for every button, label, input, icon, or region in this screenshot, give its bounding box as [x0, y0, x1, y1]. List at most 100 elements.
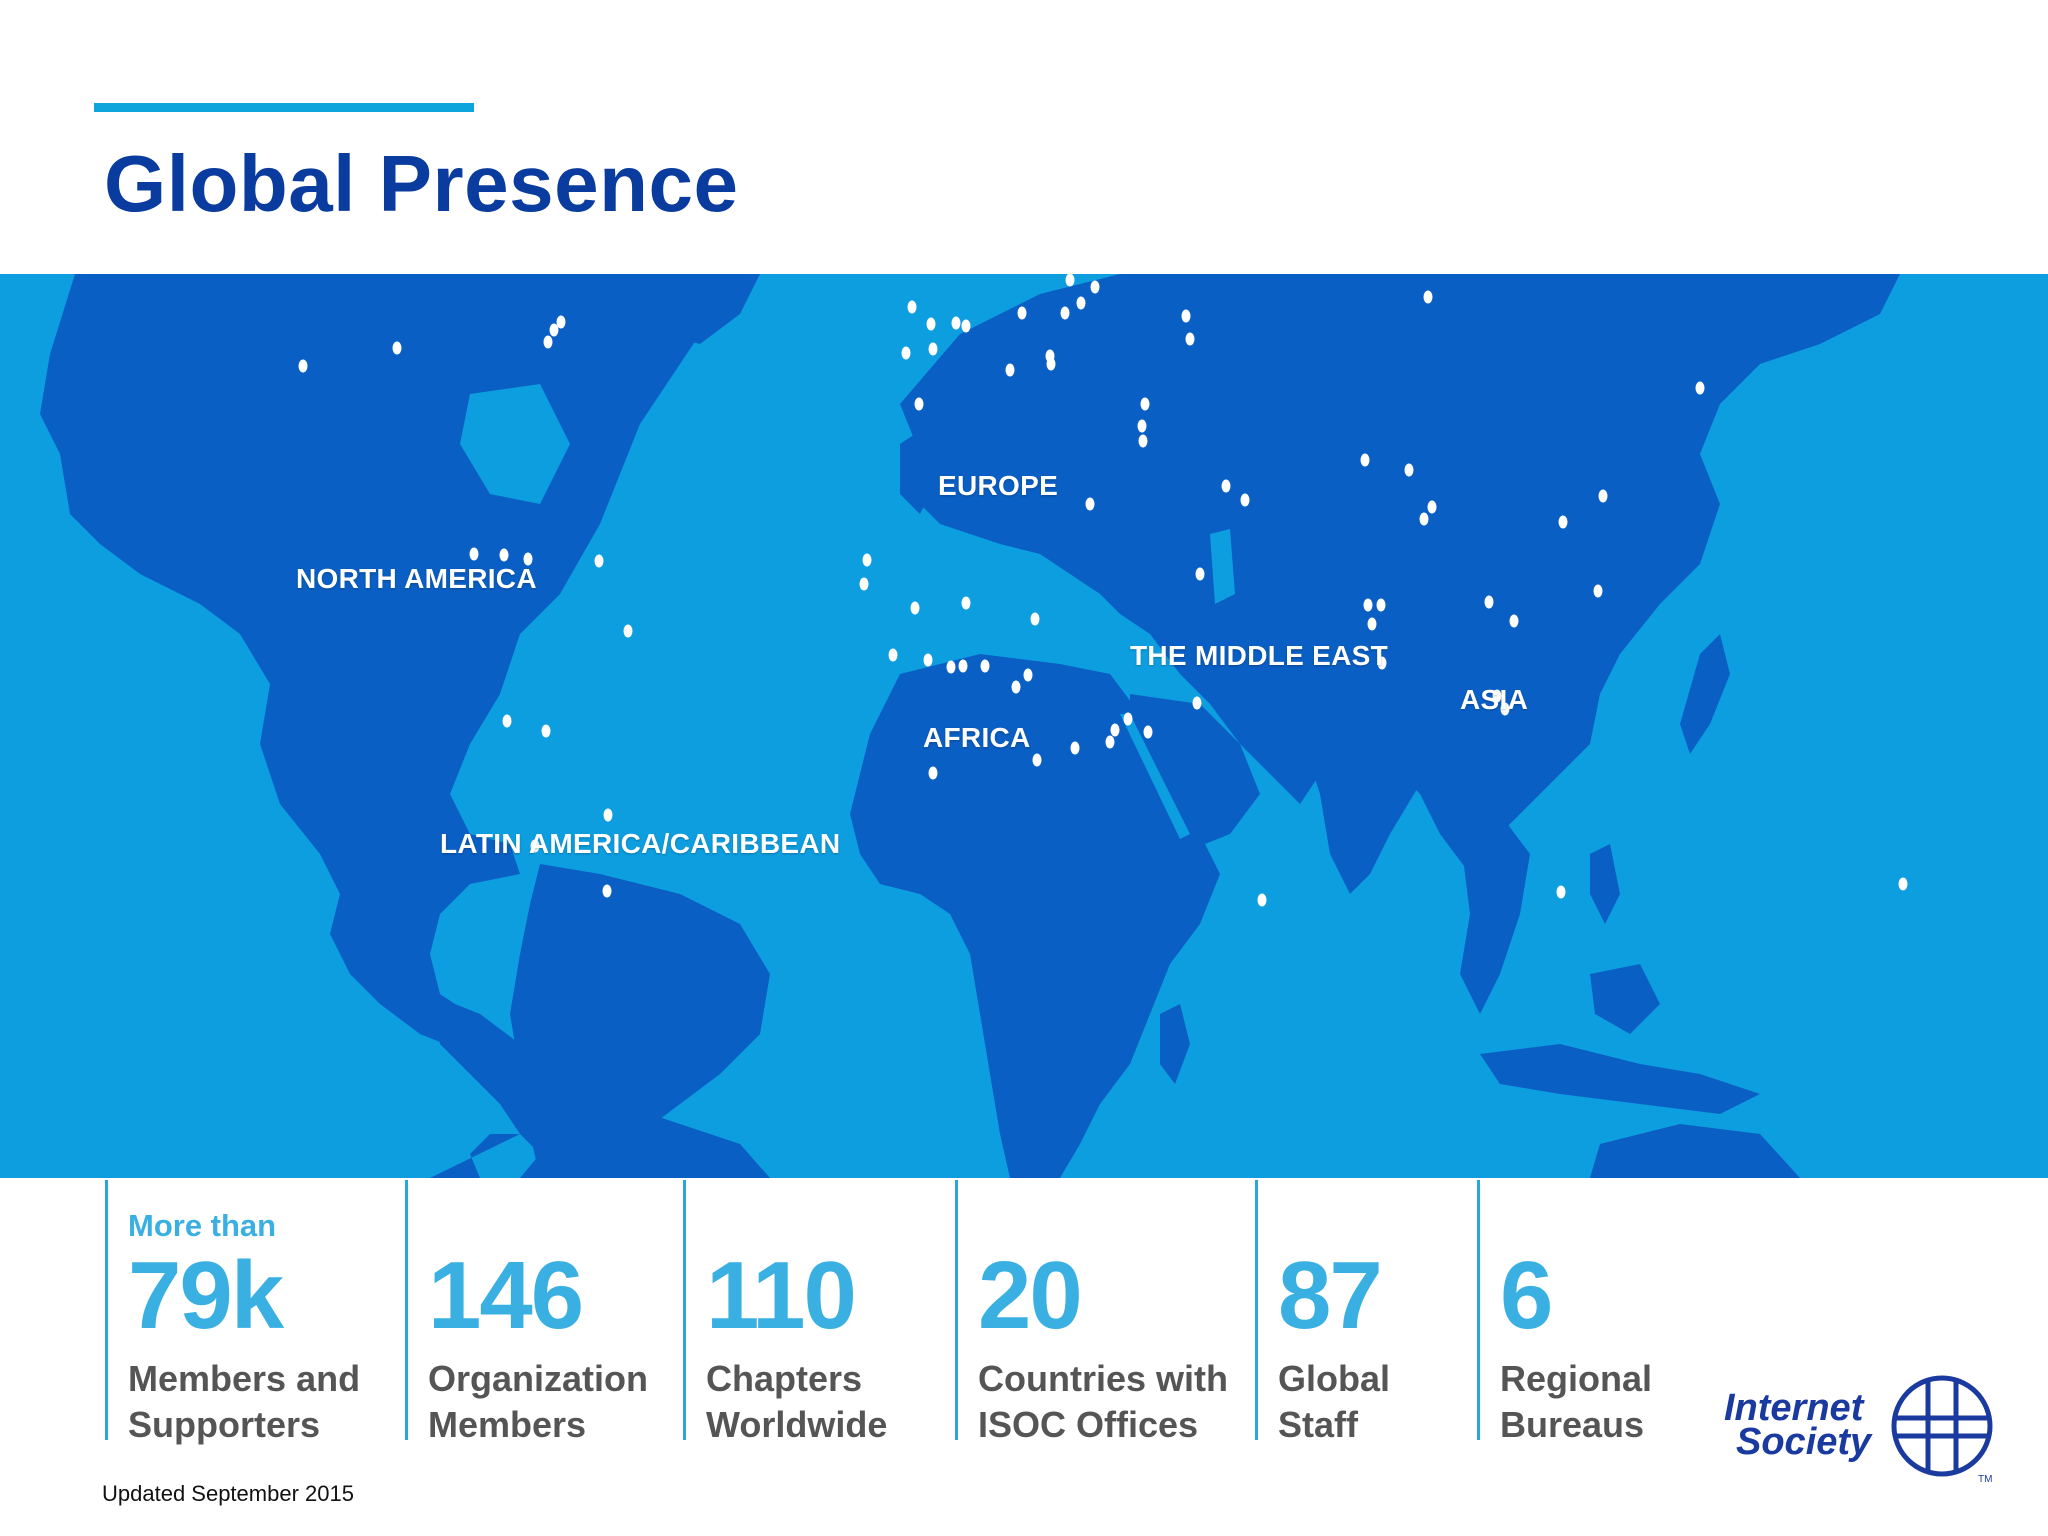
region-label-latin-america: LATIN AMERICA/CARIBBEAN: [440, 828, 841, 859]
chapter-location-dot: [1556, 885, 1566, 899]
chapter-location-dot: [543, 335, 553, 349]
globe-icon: [1891, 1375, 1993, 1477]
chapter-location-dot: [1695, 381, 1705, 395]
world-map-graphic: [40, 274, 1908, 1178]
chapter-location-dot: [1023, 668, 1033, 682]
chapter-location-dot: [1376, 598, 1386, 612]
chapter-location-dot: [928, 766, 938, 780]
chapter-location-dot: [907, 300, 917, 314]
stat-label-line-2: Supporters: [128, 1404, 321, 1445]
landmass-australia: [1590, 1124, 1800, 1178]
landmass-greenland: [620, 274, 760, 344]
chapter-location-dot: [1195, 567, 1205, 581]
stat-label-line-1: Chapters: [706, 1358, 863, 1399]
stat-prefix: [1278, 1208, 1390, 1244]
chapter-location-dot: [469, 547, 479, 561]
region-label-north-america: NORTH AMERICA: [296, 563, 537, 594]
stat-value: 79k: [128, 1242, 284, 1349]
chapter-location-dot: [958, 659, 968, 673]
stat-prefix: [978, 1208, 1228, 1244]
chapter-location-dot: [1598, 489, 1608, 503]
world-map: NORTH AMERICA EUROPE THE MIDDLE EAST ASI…: [0, 274, 2048, 1178]
chapter-location-dot: [961, 596, 971, 610]
hudson-bay: [460, 384, 570, 504]
chapter-location-dot: [1030, 612, 1040, 626]
inland-waters: [460, 384, 1235, 839]
region-label-europe: EUROPE: [938, 470, 1059, 501]
title-accent-bar: [94, 103, 474, 112]
mediterranean-sea: [930, 594, 1110, 654]
chapter-location-dot: [923, 653, 933, 667]
chapter-location-dot: [1404, 463, 1414, 477]
stat-label-line-1: Countries with: [978, 1358, 1228, 1399]
stat-label-line-2: Worldwide: [706, 1404, 888, 1445]
chapter-location-dot: [1185, 332, 1195, 346]
updated-date: Updated September 2015: [102, 1481, 354, 1506]
chapter-location-dot: [1060, 306, 1070, 320]
chapter-location-dot: [603, 808, 613, 822]
landmass-japan: [1680, 634, 1730, 754]
trademark-mark: TM: [1978, 1474, 1992, 1485]
landmass-india: [1300, 664, 1440, 894]
stat-prefix: [1500, 1208, 1652, 1244]
chapter-location-dot: [1509, 614, 1519, 628]
chapter-location-dot: [549, 323, 559, 337]
stat-members: More than 79k Members and Supporters: [105, 1180, 360, 1445]
stat-label-line-1: Global: [1278, 1358, 1391, 1399]
stat-label-line-2: Bureaus: [1500, 1404, 1645, 1445]
chapter-location-dot: [928, 342, 938, 356]
chapter-location-dot: [1423, 290, 1433, 304]
chapter-location-dot: [594, 554, 604, 568]
stat-prefix: More than: [128, 1208, 277, 1243]
chapter-location-dot: [623, 624, 633, 638]
stat-label: Global Staff: [1278, 1356, 1390, 1448]
stat-countries-offices: 20 Countries with ISOC Offices: [955, 1180, 1228, 1445]
stat-regional-bureaus: 6 Regional Bureaus: [1477, 1180, 1652, 1445]
chapter-location-dot: [530, 839, 540, 853]
chapter-location-dot: [1221, 479, 1231, 493]
chapter-location-dot: [1123, 712, 1133, 726]
stat-chapters: 110 Chapters Worldwide: [683, 1180, 887, 1445]
chapter-location-dot: [602, 884, 612, 898]
chapter-location-dot: [1105, 735, 1115, 749]
landmass-africa: [850, 654, 1220, 1178]
chapter-location-dot: [1076, 296, 1086, 310]
stat-value: 146: [428, 1242, 584, 1349]
chapter-location-dot: [1500, 702, 1510, 716]
landmass-borneo: [1590, 964, 1660, 1034]
internet-society-logo: Internet Society TM: [1724, 1375, 1993, 1485]
chapter-location-dot: [1140, 397, 1150, 411]
chapter-location-dot: [392, 341, 402, 355]
chapter-location-dot: [1143, 725, 1153, 739]
chapter-location-dot: [1070, 741, 1080, 755]
landmass-uk: [900, 424, 940, 514]
chapter-location-dot: [961, 319, 971, 333]
chapter-location-dot: [541, 724, 551, 738]
stat-label: Members and Supporters: [128, 1356, 360, 1448]
stat-value: 20: [978, 1242, 1083, 1349]
chapter-location-dot: [1192, 696, 1202, 710]
chapter-location-dot: [910, 601, 920, 615]
chapter-location-dot: [1065, 274, 1075, 287]
stat-prefix: [706, 1208, 887, 1244]
landmass-south-america-body: [510, 864, 770, 1178]
chapter-location-dot: [523, 552, 533, 566]
stat-label: Chapters Worldwide: [706, 1356, 887, 1448]
region-label-asia: ASIA: [1460, 684, 1529, 715]
chapter-location-dot: [1898, 877, 1908, 891]
continents: [40, 274, 1900, 1178]
chapter-location-dot: [1017, 306, 1027, 320]
chapter-location-dot: [1110, 723, 1120, 737]
chapter-location-dot: [1181, 309, 1191, 323]
chapter-location-dot: [1484, 595, 1494, 609]
chapter-location-dot: [1360, 453, 1370, 467]
caspian-sea: [1210, 529, 1235, 604]
stat-label-line-2: ISOC Offices: [978, 1404, 1199, 1445]
chapter-location-dot: [1240, 493, 1250, 507]
chapter-location-dot: [980, 659, 990, 673]
stat-label-line-1: Members and: [128, 1358, 361, 1399]
stat-label: Organization Members: [428, 1356, 648, 1448]
chapter-location-dot: [1558, 515, 1568, 529]
logo-word-society: Society: [1736, 1421, 1873, 1463]
landmass-indonesia: [1480, 1044, 1760, 1114]
